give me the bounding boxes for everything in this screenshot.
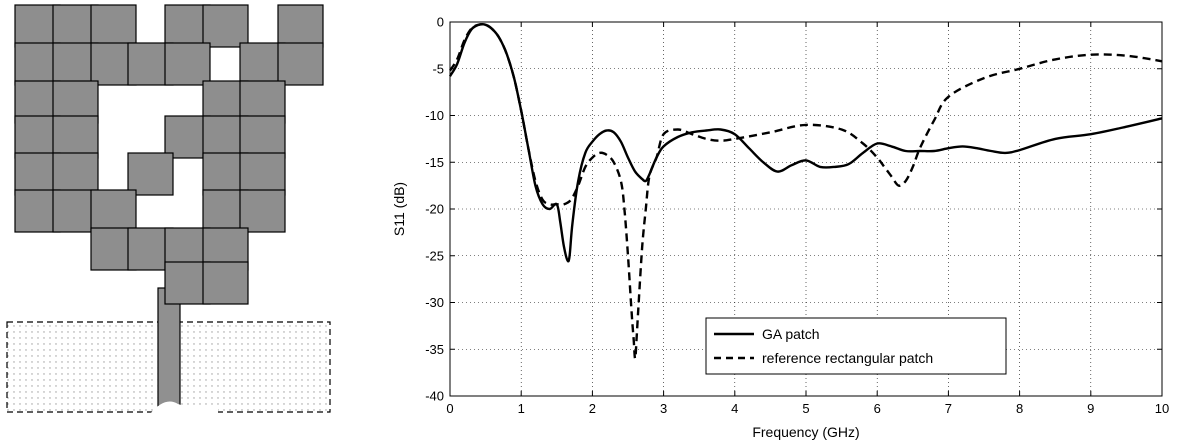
y-tick-label: 0 <box>437 15 444 30</box>
patch-cell <box>127 152 174 196</box>
x-tick-label: 8 <box>1016 401 1023 416</box>
y-tick-label: -40 <box>425 389 444 404</box>
feed-line <box>157 287 181 411</box>
patch-cell <box>52 115 99 159</box>
legend: GA patch reference rectangular patch <box>705 317 1007 375</box>
patch-cell <box>277 42 324 86</box>
x-tick-label: 6 <box>874 401 881 416</box>
legend-box <box>705 317 1007 375</box>
y-tick-label: -10 <box>425 108 444 123</box>
series-line-ga-patch <box>448 23 1163 263</box>
patch-geometry-illustration <box>6 4 331 441</box>
legend-label-reference-patch: reference rectangular patch <box>762 350 933 366</box>
x-tick-label: 0 <box>446 401 453 416</box>
y-tick-label: -20 <box>425 202 444 217</box>
patch-cell <box>90 4 137 48</box>
x-tick-label: 5 <box>802 401 809 416</box>
patch-cell <box>164 42 211 86</box>
axis-tick-labels: 0 1 2 3 4 5 6 7 8 9 10 0 -5 -10 -15 -20 -25 -30 -35 -40 <box>425 15 1169 417</box>
y-tick-label: -35 <box>425 342 444 357</box>
patch-cell <box>202 261 249 305</box>
patch-cell <box>202 4 249 48</box>
x-tick-label: 7 <box>945 401 952 416</box>
y-tick-label: -30 <box>425 295 444 310</box>
patch-cell <box>239 189 286 233</box>
x-tick-label: 4 <box>731 401 738 416</box>
y-tick-label: -15 <box>425 155 444 170</box>
x-tick-label: 3 <box>660 401 667 416</box>
patch-cell <box>277 4 324 48</box>
y-tick-label: -25 <box>425 248 444 263</box>
x-tick-label: 2 <box>589 401 596 416</box>
x-tick-label: 9 <box>1087 401 1094 416</box>
patch-cell <box>239 152 286 196</box>
patch-cell <box>52 152 99 196</box>
axis-ticks <box>449 21 1163 397</box>
y-tick-label: -5 <box>432 61 444 76</box>
y-axis-label: S11 (dB) <box>391 182 407 236</box>
series-line-reference-patch <box>449 23 1163 360</box>
x-tick-label: 1 <box>518 401 525 416</box>
x-tick-label: 10 <box>1155 401 1169 416</box>
patch-cell <box>90 189 137 233</box>
patch-cell <box>239 115 286 159</box>
series-layer <box>448 23 1163 360</box>
x-axis-label: Frequency (GHz) <box>752 424 859 440</box>
patch-cells <box>14 4 324 305</box>
feed-line-break <box>150 401 218 441</box>
legend-label-ga-patch: GA patch <box>762 326 820 342</box>
s11-chart: 0 1 2 3 4 5 6 7 8 9 10 0 -5 -10 -15 -20 -25 -30 -35 -40 Fre… <box>391 15 1169 441</box>
